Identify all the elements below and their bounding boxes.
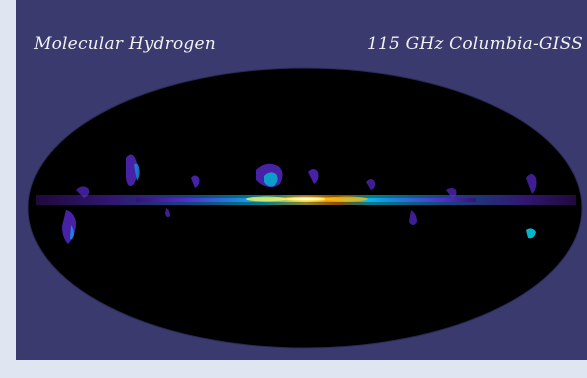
all-sky-map <box>27 67 583 349</box>
map-frequency-label: 115 GHz Columbia-GISS <box>366 34 583 54</box>
sky-ellipse <box>28 68 582 348</box>
map-title: Molecular Hydrogen <box>34 34 216 54</box>
galactic-emission <box>36 154 576 244</box>
sky-map-panel: Molecular Hydrogen 115 GHz Columbia-GISS <box>16 0 587 360</box>
